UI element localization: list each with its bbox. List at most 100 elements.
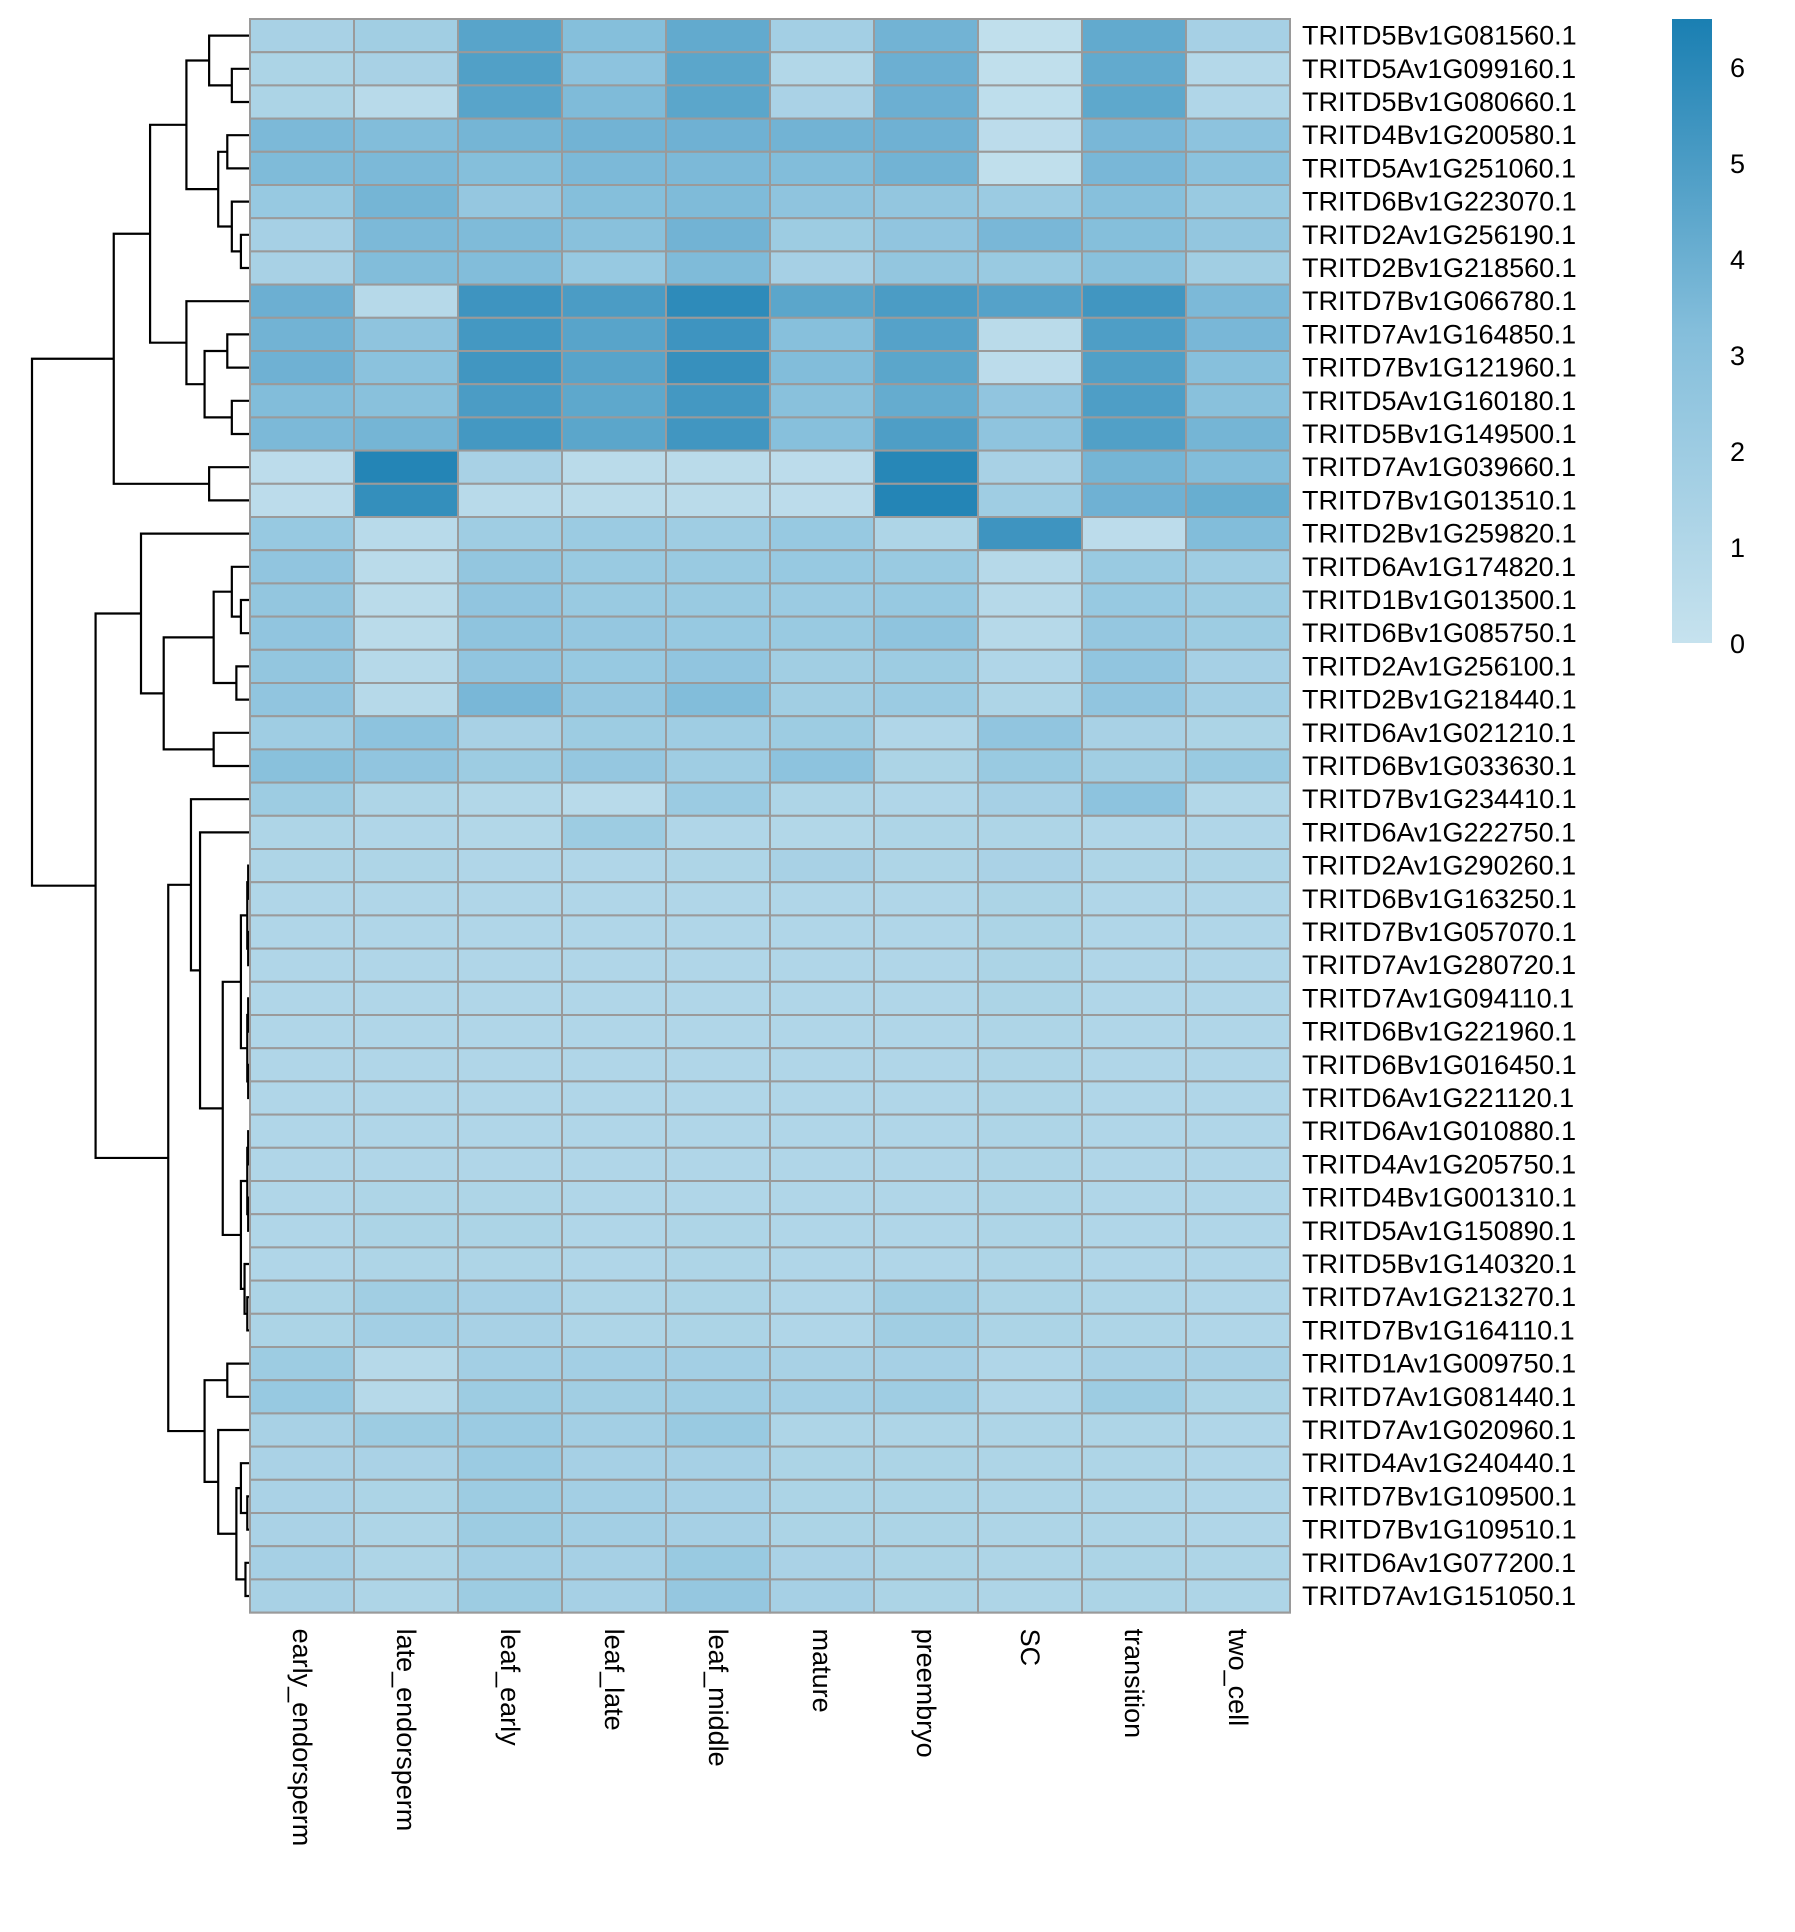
heatmap-cell bbox=[1081, 1478, 1187, 1515]
heatmap-cell bbox=[977, 1279, 1083, 1315]
heatmap-cell bbox=[769, 516, 875, 552]
heatmap-cell bbox=[665, 1246, 771, 1282]
row-label: TRITD6Bv1G085750.1 bbox=[1302, 618, 1577, 648]
row-label: TRITD7Av1G094110.1 bbox=[1302, 983, 1574, 1013]
heatmap-cell bbox=[873, 1379, 979, 1415]
heatmap-cell bbox=[353, 881, 459, 917]
heatmap-cell bbox=[665, 217, 771, 253]
heatmap-cell bbox=[1081, 283, 1187, 319]
heatmap-cell bbox=[561, 283, 667, 319]
heatmap-cell bbox=[769, 449, 875, 485]
heatmap-cell bbox=[873, 781, 979, 817]
heatmap-cell bbox=[873, 848, 979, 884]
heatmap-cell bbox=[457, 980, 563, 1016]
heatmap-cell bbox=[1081, 117, 1187, 153]
heatmap-cell bbox=[1081, 914, 1187, 950]
row-label: TRITD5Av1G099160.1 bbox=[1302, 54, 1576, 84]
heatmap-cell bbox=[353, 516, 459, 552]
row-label: TRITD5Bv1G081560.1 bbox=[1302, 21, 1577, 51]
row-label: TRITD4Av1G240440.1 bbox=[1302, 1448, 1576, 1478]
heatmap-cell bbox=[249, 781, 355, 817]
heatmap-cell bbox=[665, 1047, 771, 1083]
heatmap-cell bbox=[1081, 1146, 1187, 1183]
dendrogram-branch bbox=[246, 1013, 249, 1083]
heatmap-cell bbox=[665, 516, 771, 552]
heatmap-cell bbox=[873, 516, 979, 552]
heatmap-cell bbox=[249, 582, 355, 618]
row-label: TRITD2Av1G256100.1 bbox=[1302, 651, 1576, 681]
heatmap-cell bbox=[353, 748, 459, 784]
heatmap-cell bbox=[457, 1445, 563, 1481]
row-label: TRITD6Av1G174820.1 bbox=[1302, 552, 1576, 582]
heatmap-cell bbox=[561, 814, 667, 850]
heatmap-cell bbox=[353, 715, 459, 751]
heatmap-cell bbox=[1081, 1346, 1187, 1382]
heatmap-cells bbox=[249, 18, 1291, 1614]
heatmap-cell bbox=[353, 150, 459, 187]
legend-tick-label: 5 bbox=[1730, 149, 1745, 179]
row-label: TRITD6Av1G222750.1 bbox=[1302, 817, 1576, 847]
row-label: TRITD2Bv1G259820.1 bbox=[1302, 519, 1577, 549]
heatmap-cell bbox=[769, 350, 875, 386]
heatmap-cell bbox=[769, 217, 875, 253]
heatmap-cell bbox=[1185, 1346, 1291, 1382]
heatmap-cell bbox=[977, 84, 1083, 120]
heatmap-cell bbox=[873, 283, 979, 319]
heatmap-cell bbox=[769, 980, 875, 1016]
heatmap-cell bbox=[769, 715, 875, 751]
heatmap-cell bbox=[665, 449, 771, 485]
heatmap-cell bbox=[1081, 51, 1187, 87]
heatmap-cell bbox=[873, 748, 979, 784]
heatmap-cell bbox=[1081, 1180, 1187, 1216]
heatmap-cell bbox=[769, 1578, 875, 1614]
heatmap-cell bbox=[873, 1312, 979, 1349]
heatmap-cell bbox=[561, 1279, 667, 1315]
heatmap-cell bbox=[1081, 1545, 1187, 1581]
heatmap-cell bbox=[561, 1213, 667, 1249]
heatmap-cell bbox=[457, 1146, 563, 1183]
heatmap-cell bbox=[977, 1578, 1083, 1614]
heatmap-cell bbox=[977, 1379, 1083, 1415]
heatmap-cell bbox=[977, 283, 1083, 319]
heatmap-cell bbox=[873, 316, 979, 352]
heatmap-cell bbox=[1185, 250, 1291, 286]
heatmap-cell bbox=[1185, 615, 1291, 651]
heatmap-cell bbox=[873, 814, 979, 850]
heatmap-cell bbox=[561, 781, 667, 817]
heatmap-cell bbox=[769, 482, 875, 518]
heatmap-cell bbox=[457, 848, 563, 884]
heatmap-cell bbox=[353, 184, 459, 220]
heatmap-cell bbox=[457, 383, 563, 419]
heatmap-cell bbox=[457, 682, 563, 718]
heatmap-cell bbox=[1081, 449, 1187, 485]
heatmap-cell bbox=[249, 1014, 355, 1050]
heatmap-cell bbox=[561, 848, 667, 884]
row-label: TRITD5Bv1G080660.1 bbox=[1302, 87, 1577, 117]
heatmap-cell bbox=[561, 1545, 667, 1581]
row-label: TRITD2Av1G290260.1 bbox=[1302, 851, 1576, 881]
heatmap-cell bbox=[977, 1512, 1083, 1548]
heatmap-cell bbox=[249, 1379, 355, 1415]
heatmap-cell bbox=[249, 1346, 355, 1382]
heatmap-cell bbox=[977, 217, 1083, 253]
heatmap-cell bbox=[561, 250, 667, 286]
heatmap-cell bbox=[769, 1047, 875, 1083]
heatmap-cell bbox=[873, 1346, 979, 1382]
heatmap-cell bbox=[353, 1379, 459, 1415]
heatmap-cell bbox=[353, 947, 459, 983]
heatmap-cell bbox=[873, 449, 979, 485]
column-label: mature bbox=[807, 1629, 837, 1713]
heatmap-cell bbox=[1081, 814, 1187, 850]
heatmap-cell bbox=[1081, 250, 1187, 286]
heatmap-cell bbox=[873, 947, 979, 983]
row-label: TRITD7Av1G164850.1 bbox=[1302, 319, 1576, 349]
heatmap-cell bbox=[665, 383, 771, 419]
heatmap-cell bbox=[665, 18, 771, 54]
row-label: TRITD6Av1G021210.1 bbox=[1302, 718, 1576, 748]
heatmap-cell bbox=[873, 117, 979, 153]
column-label: leaf_middle bbox=[703, 1629, 733, 1767]
heatmap-cell bbox=[665, 117, 771, 153]
heatmap-cell bbox=[1081, 383, 1187, 419]
heatmap-cell bbox=[561, 416, 667, 452]
dendrogram-branch bbox=[226, 1362, 250, 1398]
